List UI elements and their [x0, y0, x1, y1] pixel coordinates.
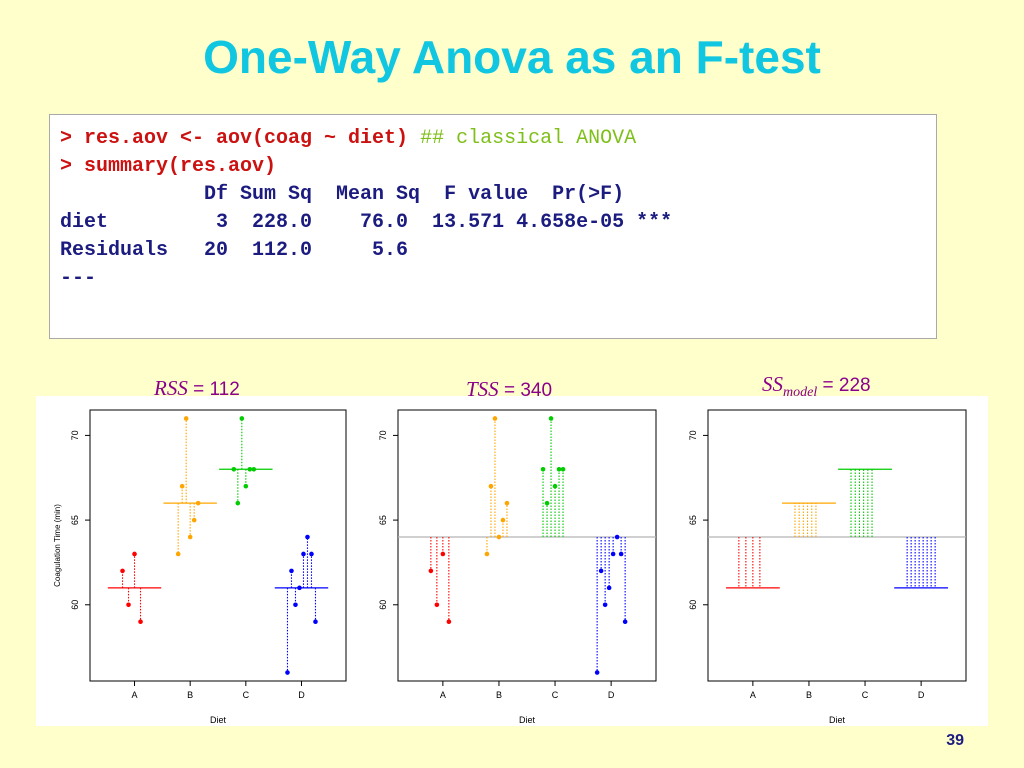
data-point: [120, 568, 125, 574]
data-point: [618, 551, 624, 557]
ssm-equals: =: [817, 375, 839, 396]
data-point: [297, 585, 302, 591]
data-point: [488, 483, 494, 489]
data-point: [614, 534, 620, 540]
data-point: [179, 483, 185, 489]
data-point: [504, 500, 510, 506]
code-comment: ## classical ANOVA: [420, 127, 637, 150]
data-point: [440, 551, 446, 557]
data-point: [622, 619, 628, 625]
anova-header: Df Sum Sq Mean Sq F value Pr(>F): [60, 183, 625, 206]
tss-equals: =: [498, 380, 521, 401]
data-point: [610, 551, 616, 557]
y-tick-label: 65: [378, 515, 388, 525]
tss-label: TSS = 340: [466, 377, 552, 402]
anova-plots: 60 65 70 A B C D Diet Coagulation Time (min) 60 65…: [53, 409, 967, 725]
x-tick-label: B: [496, 690, 502, 700]
x-tick-label: A: [440, 690, 446, 700]
rss-equals: =: [187, 379, 210, 400]
data-point: [239, 416, 245, 421]
data-point: [496, 534, 502, 540]
data-point: [560, 466, 566, 472]
slide-title: One-Way Anova as an F-test: [203, 31, 821, 83]
x-axis-title: Diet: [829, 715, 846, 725]
data-point: [138, 619, 143, 625]
y-tick-label: 70: [70, 430, 80, 440]
data-point: [175, 551, 181, 557]
data-point: [305, 534, 310, 540]
data-point: [428, 568, 434, 574]
code-line-1: > res.aov <- aov(coag ~ diet) ## classic…: [60, 125, 926, 153]
page-number: 39: [946, 732, 964, 749]
data-point: [594, 670, 600, 675]
x-tick-label: A: [750, 690, 756, 700]
x-tick-label: A: [132, 690, 138, 700]
ssm-value: 228: [838, 375, 871, 396]
data-point: [540, 466, 546, 472]
data-point: [556, 466, 562, 472]
plot-strip: 60 65 70 A B C D Diet Coagulation Time (min) 60 65…: [36, 396, 988, 726]
plot-frame: [707, 409, 967, 682]
plot-frame: [89, 409, 347, 682]
code-cmd-aov: > res.aov <- aov(coag ~ diet): [60, 127, 409, 150]
plot-frame: [397, 409, 657, 682]
data-point: [548, 416, 554, 421]
data-point: [235, 500, 241, 506]
data-point: [285, 670, 290, 675]
data-point: [500, 517, 506, 523]
rss-value: 112: [209, 379, 240, 400]
data-point: [544, 500, 550, 506]
data-point: [191, 517, 197, 523]
data-point: [243, 483, 249, 489]
y-tick-label: 60: [70, 600, 80, 610]
y-axis-title: Coagulation Time (min): [53, 504, 62, 587]
data-point: [195, 500, 201, 506]
data-point: [289, 568, 294, 574]
r-code-box: > res.aov <- aov(coag ~ diet) ## classic…: [49, 114, 937, 339]
data-point: [301, 551, 306, 557]
x-axis-title: Diet: [210, 715, 227, 725]
data-point: [606, 585, 612, 591]
data-point: [552, 483, 558, 489]
anova-separator: ---: [60, 267, 97, 290]
x-tick-label: D: [918, 690, 925, 700]
data-point: [434, 602, 440, 608]
data-point: [492, 416, 498, 421]
data-point: [598, 568, 604, 574]
data-point: [126, 602, 131, 608]
y-tick-label: 60: [378, 600, 388, 610]
data-point: [231, 466, 237, 472]
data-point: [132, 551, 137, 557]
x-tick-label: B: [806, 690, 812, 700]
data-point: [602, 602, 608, 608]
x-axis-title: Diet: [519, 715, 536, 725]
ssm-name: SS: [762, 372, 783, 396]
data-point: [446, 619, 452, 625]
x-tick-label: D: [298, 690, 305, 700]
y-tick-label: 65: [688, 515, 698, 525]
data-point: [183, 416, 189, 421]
data-point: [309, 551, 314, 557]
data-point: [251, 466, 257, 472]
anova-row-residuals: Residuals 20 112.0 5.6: [60, 239, 409, 262]
y-tick-label: 70: [378, 430, 388, 440]
code-line-2: > summary(res.aov): [60, 155, 277, 178]
x-tick-label: C: [552, 690, 559, 700]
y-tick-label: 60: [688, 600, 698, 610]
x-tick-label: C: [243, 690, 250, 700]
y-tick-label: 65: [70, 515, 80, 525]
data-point: [293, 602, 298, 608]
y-tick-label: 70: [688, 430, 698, 440]
data-point: [313, 619, 318, 625]
data-point: [187, 534, 193, 540]
x-tick-label: C: [862, 690, 869, 700]
x-tick-label: D: [608, 690, 615, 700]
data-point: [484, 551, 490, 557]
data-point: [247, 466, 253, 472]
tss-value: 340: [520, 380, 553, 401]
anova-row-diet: diet 3 228.0 76.0 13.571 4.658e-05 ***: [60, 211, 673, 234]
x-tick-label: B: [187, 690, 193, 700]
